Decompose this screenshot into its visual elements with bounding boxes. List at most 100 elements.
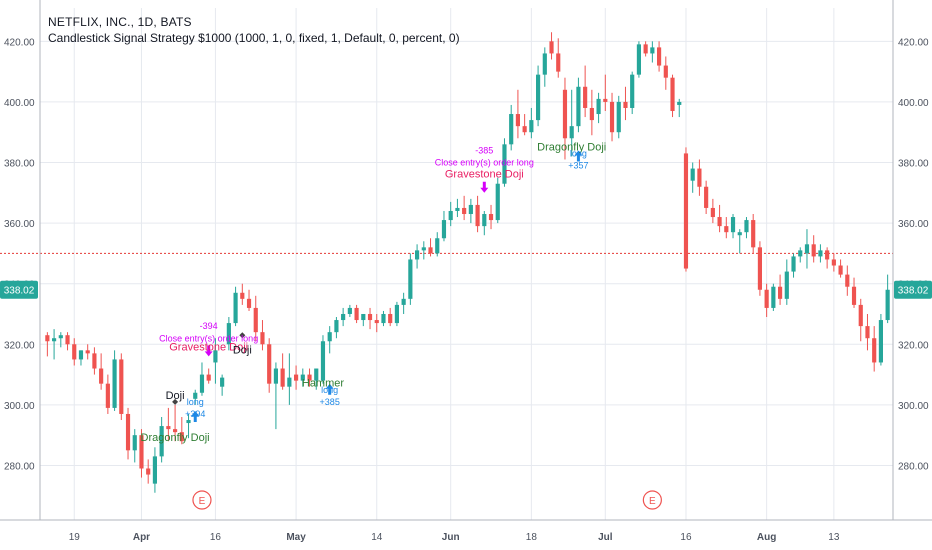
candle-body [737, 232, 742, 236]
candle-body [670, 77, 675, 112]
candle-body [307, 374, 312, 381]
symbol-title: NETFLIX, INC., 1D, BATS [48, 15, 192, 29]
candle-body [616, 101, 621, 133]
candle-body [441, 220, 447, 239]
candle-body [408, 259, 413, 299]
signal-label: -385 [475, 145, 493, 155]
candle-body [273, 368, 279, 384]
candle-body [112, 359, 117, 408]
candle-body [253, 307, 258, 333]
signal-label: long [187, 397, 204, 407]
signal-markers [172, 150, 583, 422]
signal-label: long [570, 148, 587, 158]
candle-body [704, 186, 709, 208]
candle-body [730, 217, 736, 233]
candle-body [233, 292, 238, 324]
candle-body [125, 413, 131, 451]
candle-body [260, 332, 265, 345]
y-tick-label-right: 380.00 [898, 159, 929, 170]
candle-body [757, 247, 763, 290]
candle-body [710, 207, 715, 218]
candle-body [226, 323, 231, 345]
candle-body [206, 374, 211, 381]
candle-body [159, 426, 164, 457]
candle-body [482, 214, 487, 227]
candle-body [341, 313, 346, 321]
candle-body [132, 435, 137, 451]
strategy-legend: Candlestick Signal Strategy $1000 (1000,… [48, 31, 460, 45]
candle-body [838, 265, 843, 275]
candle-body [609, 101, 615, 133]
signal-label: Hammer [302, 378, 345, 390]
candle-body [300, 374, 305, 381]
signal-label: +357 [568, 161, 588, 171]
candle-body [724, 226, 729, 233]
candle-body [179, 432, 184, 442]
candle-body [502, 144, 507, 184]
candle-body [509, 114, 514, 145]
candle-body [401, 298, 406, 305]
candle-body [583, 86, 588, 108]
candle-body [172, 429, 178, 433]
signal-label: Close entry(s) order long [159, 333, 258, 343]
x-tick-label: Aug [757, 532, 776, 543]
x-tick-label: May [286, 532, 306, 543]
candle-body [51, 338, 57, 342]
candle-body [435, 238, 440, 254]
candle-body [744, 220, 749, 233]
x-tick-label: 16 [210, 532, 222, 543]
candle-body [448, 210, 453, 221]
candle-body [851, 286, 857, 305]
candle-body [784, 271, 789, 299]
candles-layer [45, 32, 890, 493]
candle-body [515, 114, 521, 127]
candle-body [220, 377, 225, 387]
price-tag-left [0, 280, 38, 299]
signal-label: long [321, 385, 338, 395]
x-tick-label: Jun [442, 532, 460, 543]
earnings-icon [192, 490, 212, 510]
candle-body [697, 168, 702, 187]
candle-body [885, 289, 890, 321]
y-tick-label-left: 360.00 [4, 219, 35, 230]
candle-body [589, 107, 594, 121]
candle-body [825, 250, 830, 260]
candle-body [139, 435, 144, 469]
y-tick-label-left: 320.00 [4, 340, 35, 351]
candle-body [818, 250, 823, 257]
candle-body [623, 101, 628, 108]
candle-body [845, 274, 850, 287]
candle-body [85, 350, 90, 354]
x-tick-label: 18 [526, 532, 538, 543]
candle-body [811, 244, 816, 257]
y-tick-label-right: 320.00 [898, 340, 929, 351]
candle-body [535, 74, 541, 121]
candle-body [549, 41, 554, 54]
arrow-up-icon [191, 410, 200, 422]
candle-body [562, 89, 568, 139]
candle-body [603, 98, 608, 102]
price-tag-right [894, 280, 932, 299]
candle-body [495, 183, 500, 221]
candle-body [394, 304, 400, 324]
arrow-down-icon [480, 181, 489, 193]
arrow-down-icon [204, 345, 213, 357]
candle-body [717, 217, 722, 227]
candle-body [293, 374, 299, 381]
signal-label: Doji [233, 344, 252, 356]
candle-body [421, 247, 426, 251]
candle-body [576, 86, 581, 127]
candle-body [777, 286, 783, 299]
candle-body [522, 126, 527, 133]
arrow-up-icon [574, 150, 583, 162]
y-tick-label-right: 420.00 [898, 37, 929, 48]
signal-label: Doji [166, 390, 185, 402]
candle-body [556, 53, 561, 72]
earnings-icon [642, 490, 662, 510]
candle-body [320, 341, 326, 381]
candle-body [72, 344, 77, 360]
